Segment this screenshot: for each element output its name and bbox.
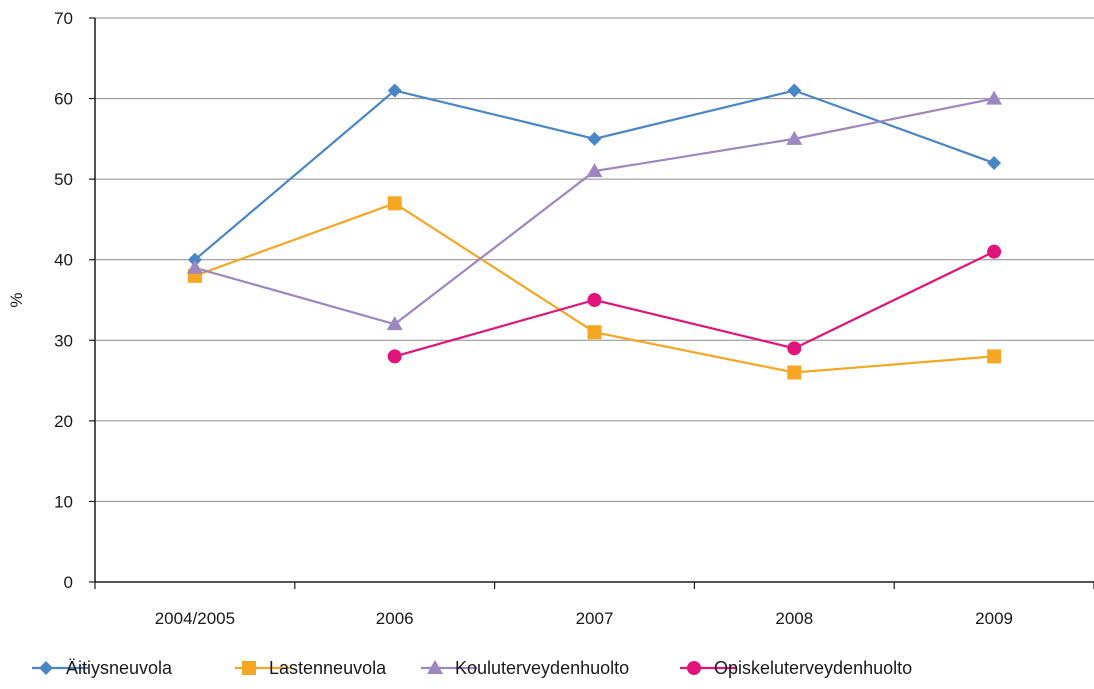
x-tick-label: 2004/2005 xyxy=(155,609,235,628)
data-point-3 xyxy=(586,163,603,178)
data-point-3 xyxy=(986,90,1003,105)
legend-label-4: Opiskeluterveydenhuolto xyxy=(714,658,912,678)
y-axis-title: % xyxy=(7,292,26,307)
data-point-4 xyxy=(987,244,1002,259)
y-tick-label: 30 xyxy=(54,331,73,350)
x-axis-ticks: 2004/2005 2006 2007 2008 2009 xyxy=(94,582,1094,628)
data-point-1 xyxy=(387,83,402,98)
legend-marker-4 xyxy=(687,661,701,675)
legend: Äitiysneuvola Lastenneuvola Kouluterveyden… xyxy=(32,658,912,678)
legend-label-3: Kouluterveydenhuolto xyxy=(455,658,629,678)
y-tick-label: 10 xyxy=(54,492,73,511)
legend-label-1: Äitiysneuvola xyxy=(66,658,173,678)
y-tick-label: 50 xyxy=(54,170,73,189)
y-tick-label: 20 xyxy=(54,412,73,431)
data-point-4 xyxy=(787,341,802,356)
data-point-2 xyxy=(987,349,1002,364)
series-line-4 xyxy=(394,250,995,358)
y-axis-ticks: 0 10 20 30 40 50 60 70 xyxy=(54,9,95,592)
y-tick-label: 40 xyxy=(54,251,73,270)
legend-marker-1 xyxy=(39,661,53,675)
data-point-1 xyxy=(787,83,802,98)
axes xyxy=(94,18,1094,583)
data-point-3 xyxy=(186,259,203,274)
data-point-2 xyxy=(587,325,602,340)
data-point-1 xyxy=(987,156,1002,171)
x-tick-label: 2009 xyxy=(975,609,1013,628)
data-point-3 xyxy=(786,130,803,145)
y-tick-label: 70 xyxy=(54,9,73,28)
data-point-1 xyxy=(187,252,202,267)
data-point-1 xyxy=(587,131,602,146)
data-point-4 xyxy=(587,293,602,307)
x-tick-label: 2007 xyxy=(576,609,614,628)
x-tick-label: 2006 xyxy=(376,609,414,628)
legend-marker-3 xyxy=(427,660,443,674)
gridlines xyxy=(95,17,1094,502)
data-point-2 xyxy=(787,365,802,380)
data-point-2 xyxy=(387,196,402,211)
series-markers xyxy=(186,83,1003,380)
y-tick-label: 0 xyxy=(64,573,73,592)
series-line-2 xyxy=(194,202,995,374)
data-point-3 xyxy=(386,316,403,331)
y-tick-label: 60 xyxy=(54,90,73,109)
x-tick-label: 2008 xyxy=(775,609,813,628)
legend-marker-2 xyxy=(242,661,256,675)
data-point-4 xyxy=(387,349,402,364)
legend-label-2: Lastenneuvola xyxy=(269,658,387,678)
